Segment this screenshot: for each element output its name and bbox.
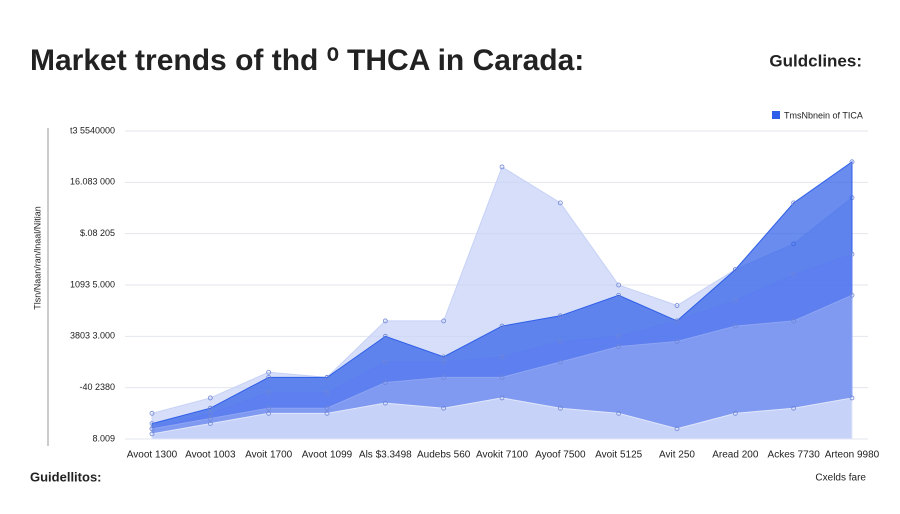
x-tick-label: Arteon 9980 (825, 450, 880, 461)
x-tick-label: Avokit 7100 (476, 450, 529, 461)
y-tick-label: -40 2380 (79, 382, 115, 392)
point (849, 251, 855, 257)
x-tick-label: Avoot 1300 (127, 450, 178, 461)
point (849, 159, 855, 165)
point (149, 426, 155, 432)
point (616, 333, 622, 339)
point (499, 323, 505, 329)
point (616, 282, 622, 288)
footer-right: Cxelds fare (815, 473, 866, 484)
point (382, 400, 388, 406)
x-tick-label: Avoit 1700 (245, 450, 293, 461)
point (207, 416, 213, 421)
x-tick-label: Avit 250 (659, 450, 695, 461)
point (149, 421, 155, 427)
x-tick-label: Audebs 560 (417, 450, 471, 461)
point (382, 359, 388, 365)
point (266, 369, 272, 375)
point (674, 303, 680, 308)
point (324, 410, 330, 416)
point (441, 374, 447, 380)
point (674, 318, 680, 324)
y-tick-label: 1093 5.000 (70, 279, 115, 289)
point (149, 410, 155, 416)
y-tick-label: t3 5540000 (70, 125, 115, 135)
point (791, 318, 797, 324)
x-tick-label: Ayoof 7500 (535, 450, 586, 461)
point (499, 395, 505, 401)
point (557, 359, 563, 365)
point (849, 292, 855, 298)
x-tick-label: Aread 200 (712, 450, 759, 461)
point (382, 380, 388, 385)
legend-label: TmsNbnein of TICA (784, 110, 863, 120)
point (557, 405, 563, 411)
y-axis-label: Tlsn/Naan/ran/lnaal/Nitian (32, 206, 42, 310)
legend-swatch (772, 111, 780, 119)
point (557, 339, 563, 344)
point (557, 200, 563, 206)
point (732, 410, 738, 416)
x-tick-label: Ackes 7730 (768, 450, 821, 461)
point (207, 395, 213, 401)
area (151, 294, 853, 440)
point (674, 426, 680, 432)
point (732, 267, 738, 273)
point (207, 405, 213, 411)
point (441, 318, 447, 324)
y-tick-label: 16.083 000 (70, 177, 115, 187)
point (732, 297, 738, 303)
chart-title: Market trends of thd ⁰ THCA in Carada: (30, 44, 584, 77)
point (266, 374, 272, 380)
point (791, 200, 797, 206)
x-tick-label: Avoot 1099 (302, 450, 353, 461)
point (149, 431, 155, 437)
point (266, 405, 272, 411)
point (732, 323, 738, 329)
footer-left: Guidellitos: (30, 469, 102, 484)
point (441, 405, 447, 411)
area (151, 397, 853, 440)
y-tick-label: 8.009 (92, 433, 115, 443)
point (616, 344, 622, 350)
point (674, 339, 680, 344)
y-tick-label: 3803 3.000 (70, 331, 115, 341)
point (207, 421, 213, 427)
point (207, 410, 213, 416)
point (441, 354, 447, 360)
x-tick-label: Avoit 5125 (595, 450, 643, 461)
point (557, 313, 563, 319)
x-tick-label: Als $3.3498 (359, 450, 412, 461)
y-tick-label: $.08 205 (80, 228, 115, 238)
point (382, 318, 388, 324)
x-tick-label: Avoot 1003 (185, 450, 236, 461)
point (616, 410, 622, 416)
point (499, 354, 505, 360)
point (791, 405, 797, 411)
point (791, 272, 797, 278)
header-right: Guldclines: (769, 51, 862, 70)
point (616, 292, 622, 298)
point (266, 390, 272, 396)
point (499, 374, 505, 380)
point (849, 395, 855, 401)
point (324, 374, 330, 380)
point (441, 359, 447, 365)
point (324, 390, 330, 396)
point (382, 333, 388, 339)
point (266, 410, 272, 416)
point (499, 164, 505, 170)
point (324, 405, 330, 411)
